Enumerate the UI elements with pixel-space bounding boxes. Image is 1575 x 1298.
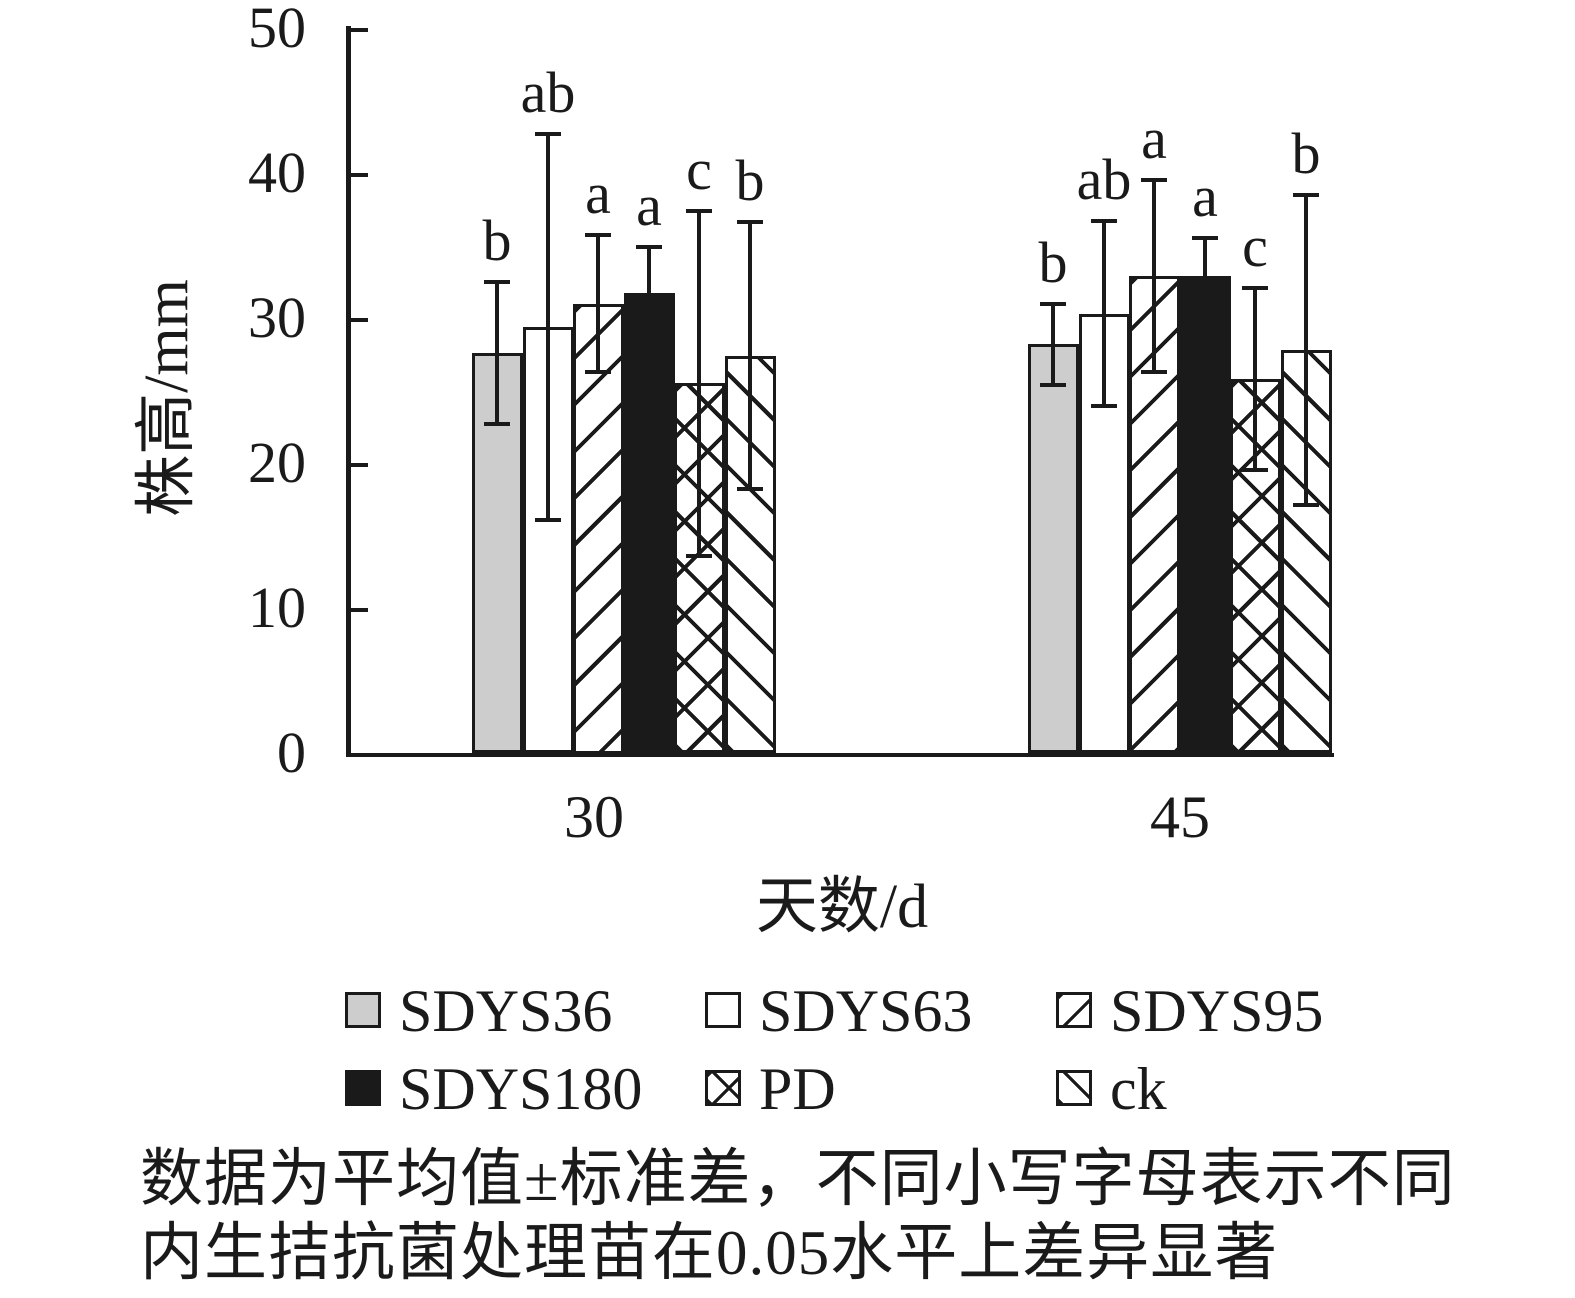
y-tick-label: 0: [277, 720, 306, 785]
error-bar-line-ck-45: [1304, 195, 1308, 505]
sig-letter-PD-45: c: [1242, 214, 1268, 279]
bar-SDYS95-30: [573, 304, 624, 754]
error-bar-cap-bottom-SDYS95-30: [585, 370, 611, 374]
error-bar-cap-top-PD-45: [1242, 286, 1268, 290]
sig-letter-SDYS36-30: b: [482, 208, 512, 273]
footnote-line-2: 内生拮抗菌处理苗在0.05水平上差异显著: [140, 1218, 1279, 1288]
x-tick-label-45: 45: [1150, 784, 1210, 850]
error-bar-line-ck-30: [748, 222, 752, 489]
error-bar-line-SDYS95-30: [596, 235, 600, 371]
error-bar-line-SDYS36-30: [495, 282, 499, 424]
sig-letter-SDYS180-45: a: [1192, 164, 1218, 229]
legend-label-SDYS180: SDYS180: [399, 1056, 643, 1122]
y-tick-label: 20: [248, 430, 306, 495]
error-bar-cap-top-PD-30: [686, 209, 712, 213]
error-bar-line-SDYS95-45: [1152, 180, 1156, 371]
y-axis-line: [346, 26, 351, 757]
sig-letter-SDYS36-45: b: [1038, 230, 1068, 295]
legend-swatch-PD: [705, 1070, 741, 1106]
error-bar-line-PD-30: [697, 211, 701, 556]
legend-swatch-SDYS63: [705, 992, 741, 1028]
legend-label-ck: ck: [1110, 1056, 1167, 1122]
error-bar-cap-bottom-ck-30: [737, 487, 763, 491]
legend-swatch-SDYS36: [345, 992, 381, 1028]
legend-label-SDYS36: SDYS36: [399, 978, 613, 1044]
error-bar-cap-bottom-SDYS180-45: [1192, 312, 1218, 316]
error-bar-line-SDYS36-45: [1051, 304, 1055, 385]
error-bar-cap-bottom-ck-45: [1293, 503, 1319, 507]
sig-letter-PD-30: c: [686, 137, 712, 202]
error-bar-line-SDYS63-45: [1102, 221, 1106, 407]
error-bar-cap-bottom-SDYS36-30: [484, 422, 510, 426]
y-tick-label: 10: [248, 575, 306, 640]
error-bar-cap-bottom-SDYS95-45: [1141, 370, 1167, 374]
y-tick: [350, 318, 368, 322]
x-tick-label-30: 30: [564, 784, 624, 850]
bar-SDYS180-45: [1180, 276, 1231, 753]
sig-letter-ck-45: b: [1291, 121, 1321, 186]
sig-letter-SDYS63-30: ab: [520, 60, 576, 125]
error-bar-cap-top-SDYS180-45: [1192, 236, 1218, 240]
y-tick-label: 30: [248, 285, 306, 350]
legend-swatch-SDYS180: [345, 1070, 381, 1106]
error-bar-cap-top-SDYS180-30: [636, 245, 662, 249]
legend-label-SDYS95: SDYS95: [1110, 978, 1324, 1044]
sig-letter-SDYS95-45: a: [1141, 106, 1167, 171]
legend-label-PD: PD: [759, 1056, 836, 1122]
error-bar-line-PD-45: [1253, 288, 1257, 471]
footnote-line-1: 数据为平均值±标准差，不同小写字母表示不同: [140, 1144, 1456, 1214]
error-bar-cap-top-SDYS95-45: [1141, 178, 1167, 182]
error-bar-line-SDYS180-45: [1203, 238, 1207, 313]
y-tick: [350, 463, 368, 467]
x-axis-title: 天数/d: [755, 873, 929, 941]
error-bar-cap-top-ck-45: [1293, 193, 1319, 197]
sig-letter-ck-30: b: [735, 148, 765, 213]
y-tick: [350, 28, 368, 32]
y-tick-label: 40: [248, 140, 306, 205]
error-bar-cap-top-SDYS36-45: [1040, 302, 1066, 306]
sig-letter-SDYS63-45: ab: [1076, 147, 1132, 212]
error-bar-cap-bottom-PD-30: [686, 554, 712, 558]
error-bar-cap-bottom-SDYS63-30: [535, 518, 561, 522]
sig-letter-SDYS180-30: a: [636, 173, 662, 238]
bar-SDYS36-45: [1028, 344, 1079, 753]
error-bar-cap-bottom-PD-45: [1242, 468, 1268, 472]
error-bar-cap-top-SDYS36-30: [484, 280, 510, 284]
error-bar-line-SDYS63-30: [546, 134, 550, 520]
y-tick: [350, 608, 368, 612]
sig-letter-SDYS95-30: a: [585, 161, 611, 226]
error-bar-cap-bottom-SDYS36-45: [1040, 383, 1066, 387]
legend-swatch-SDYS95: [1056, 992, 1092, 1028]
error-bar-line-SDYS180-30: [647, 247, 651, 340]
x-axis-line: [346, 753, 1334, 757]
error-bar-cap-top-SDYS95-30: [585, 233, 611, 237]
error-bar-cap-bottom-SDYS180-30: [636, 338, 662, 342]
y-tick: [350, 173, 368, 177]
error-bar-cap-top-SDYS63-45: [1091, 219, 1117, 223]
legend-swatch-ck: [1056, 1070, 1092, 1106]
error-bar-cap-top-SDYS63-30: [535, 132, 561, 136]
bar-SDYS180-30: [624, 293, 675, 753]
y-tick-label: 50: [248, 0, 306, 60]
error-bar-cap-top-ck-30: [737, 220, 763, 224]
error-bar-cap-bottom-SDYS63-45: [1091, 404, 1117, 408]
legend-label-SDYS63: SDYS63: [759, 978, 973, 1044]
